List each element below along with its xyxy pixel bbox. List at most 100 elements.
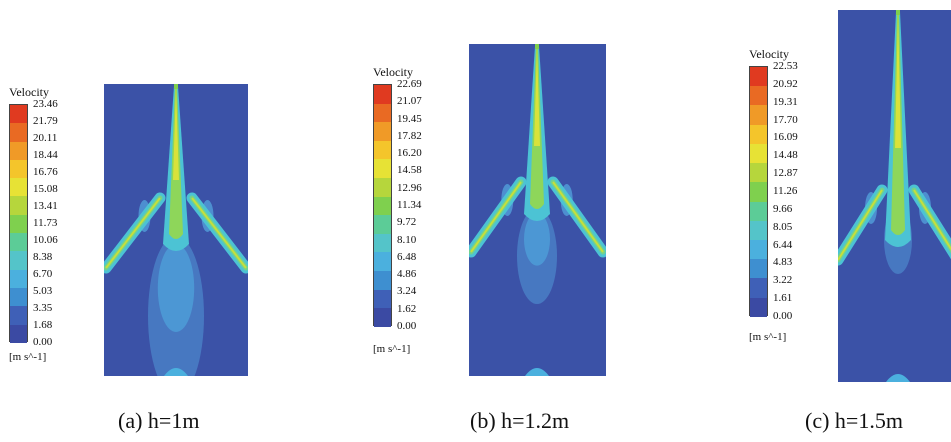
central-jet-core (895, 12, 901, 148)
tick-label: 18.44 (33, 149, 58, 161)
colorbar-segment (374, 85, 391, 104)
tick-label: 8.38 (33, 251, 53, 263)
caption-b: (b) h=1.2m (470, 408, 570, 433)
tick-label: 14.48 (773, 149, 798, 162)
colorbar-segment (750, 182, 767, 202)
outlet (525, 368, 549, 376)
colorbar-segment (750, 86, 767, 106)
tick-label: 1.68 (33, 319, 53, 331)
colorbar-segment (10, 105, 27, 124)
legend-title: Velocity (9, 85, 49, 99)
tick-label: 9.72 (397, 216, 417, 229)
tick-label: 3.22 (773, 274, 793, 287)
nozzle-inlet (535, 44, 539, 49)
colorbar-segment (10, 306, 27, 325)
central-jet-core (173, 86, 179, 180)
colorbar-segment (10, 287, 27, 307)
tick-label: 9.66 (773, 202, 793, 215)
tick-label: 22.53 (773, 60, 798, 72)
tick-label: 16.09 (773, 131, 798, 144)
jet-left-core (470, 181, 522, 253)
nozzle-inlet (174, 84, 178, 89)
colorbar-segment (10, 123, 27, 142)
tick-label: 8.05 (773, 220, 793, 233)
units-label: [m s^-1] (9, 351, 47, 363)
outlet (164, 368, 188, 376)
tick-label: 11.26 (773, 185, 798, 197)
wake-core (157, 244, 195, 332)
tick-label: 11.34 (397, 199, 422, 211)
colorbar-segment (374, 159, 391, 179)
colorbar-segment (374, 140, 391, 160)
tick-label: 17.82 (397, 129, 422, 142)
colorbar-segment (10, 324, 27, 343)
tick-label: 21.07 (397, 95, 422, 108)
colorbar-segment (10, 178, 27, 197)
jet-left-core (105, 197, 161, 269)
colorbar-segment (10, 196, 27, 215)
tick-label: 12.87 (773, 167, 798, 180)
legend-c: Velocity 22.53 20.92 19.31 17.70 16.09 14.48 1… (749, 47, 819, 343)
units-label: [m s^-1] (373, 343, 411, 355)
tick-label: 12.96 (397, 181, 422, 194)
colorbar-segment (750, 163, 767, 183)
nozzle-inlet (896, 10, 900, 15)
tick-label: 16.76 (33, 166, 58, 178)
tick-label: 5.03 (33, 285, 53, 297)
colorbar-segment (374, 252, 391, 272)
colorbar (749, 66, 768, 317)
tick-label: 15.08 (33, 183, 58, 195)
tick-label: 19.31 (773, 95, 798, 108)
tick-label: 16.20 (397, 147, 422, 160)
colorbar-segment (10, 269, 27, 288)
outlet (886, 374, 910, 382)
tick-label: 8.10 (397, 233, 417, 246)
tick-label: 19.45 (397, 112, 422, 125)
colorbar-segment (10, 233, 27, 252)
velocity-field-c (838, 10, 951, 382)
tick-label: 6.48 (397, 250, 417, 263)
colorbar-segment (750, 297, 767, 317)
legend-title: Velocity (373, 65, 413, 79)
colorbar-segment (10, 141, 27, 160)
colorbar-segment (750, 143, 767, 164)
colorbar-segment (374, 271, 391, 290)
jet-left-core (838, 189, 883, 261)
colorbar-segment (374, 308, 391, 327)
caption-c: (c) h=1.5m (805, 408, 903, 433)
legend-title: Velocity (749, 47, 789, 61)
colorbar-segment (10, 214, 27, 234)
colorbar-segment (750, 124, 767, 144)
tick-label: 6.70 (33, 268, 53, 280)
tick-label: 4.86 (397, 268, 417, 281)
tick-label: 21.79 (33, 115, 58, 127)
colorbar-segment (750, 105, 767, 125)
legend-a: Velocity 23.46 21.79 20.11 18.44 16.76 15.08 1… (9, 86, 79, 376)
colorbar (9, 104, 28, 343)
jet-right-core (552, 181, 604, 253)
colorbar-segment (10, 159, 27, 179)
tick-label: 6.44 (773, 238, 793, 251)
colorbar-segment (374, 122, 391, 141)
colorbar-segment (374, 289, 391, 309)
tick-label: 22.69 (397, 78, 422, 90)
colorbar-segment (750, 278, 767, 298)
jet-right-core (191, 197, 247, 269)
colorbar-segment (374, 233, 391, 253)
colorbar-segment (374, 196, 391, 216)
legend-b: Velocity 22.69 21.07 19.45 17.82 16.20 14.58 1… (373, 66, 443, 356)
tick-label: 11.73 (33, 217, 58, 229)
tick-label: 20.11 (33, 132, 58, 144)
tick-label: 0.00 (773, 310, 793, 322)
tick-label: 3.35 (33, 302, 53, 314)
colorbar-segment (750, 259, 767, 279)
tick-label: 0.00 (33, 336, 53, 348)
velocity-field-b (469, 44, 606, 376)
tick-label: 10.06 (33, 234, 58, 246)
tick-label: 20.92 (773, 77, 798, 90)
colorbar-segment (750, 239, 767, 260)
central-jet-core (534, 46, 540, 146)
tick-label: 13.41 (33, 200, 58, 212)
colorbar-segment (10, 251, 27, 270)
colorbar-segment (374, 178, 391, 197)
